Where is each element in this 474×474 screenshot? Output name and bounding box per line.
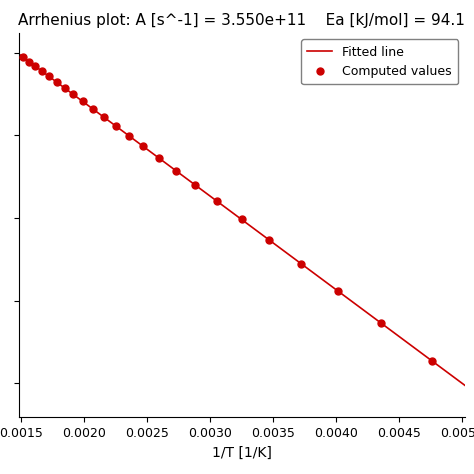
Computed values [298, 261, 304, 266]
Fitted line [11, 48, 17, 54]
Fitted line [120, 128, 126, 134]
Computed values [429, 358, 435, 364]
Computed values [214, 199, 220, 204]
Computed values [27, 59, 32, 64]
Computed values [54, 79, 59, 85]
Computed values [378, 320, 384, 326]
X-axis label: 1/T [1/K]: 1/T [1/K] [212, 446, 272, 459]
Legend: Fitted line, Computed values: Fitted line, Computed values [301, 39, 458, 84]
Computed values [140, 143, 146, 149]
Computed values [80, 99, 85, 104]
Computed values [62, 85, 67, 91]
Computed values [39, 68, 45, 74]
Fitted line [38, 68, 44, 73]
Fitted line [101, 115, 107, 120]
Fitted line [15, 50, 20, 56]
Computed values [126, 133, 131, 138]
Computed values [71, 91, 76, 97]
Fitted line [122, 130, 128, 136]
Computed values [101, 114, 107, 120]
Line: Fitted line: Fitted line [14, 51, 474, 400]
Computed values [113, 123, 118, 129]
Computed values [90, 106, 96, 112]
Fitted line [86, 103, 92, 109]
Computed values [156, 155, 162, 161]
Computed values [192, 182, 198, 188]
Computed values [239, 217, 245, 222]
Computed values [173, 168, 179, 173]
Computed values [266, 237, 272, 243]
Title: Arrhenius plot: A [s^-1] = 3.550e+11    Ea [kJ/mol] = 94.1: Arrhenius plot: A [s^-1] = 3.550e+11 Ea … [18, 13, 465, 28]
Computed values [46, 73, 52, 79]
Line: Computed values: Computed values [20, 54, 436, 365]
Computed values [33, 64, 38, 69]
Computed values [20, 55, 26, 60]
Computed values [335, 288, 341, 294]
